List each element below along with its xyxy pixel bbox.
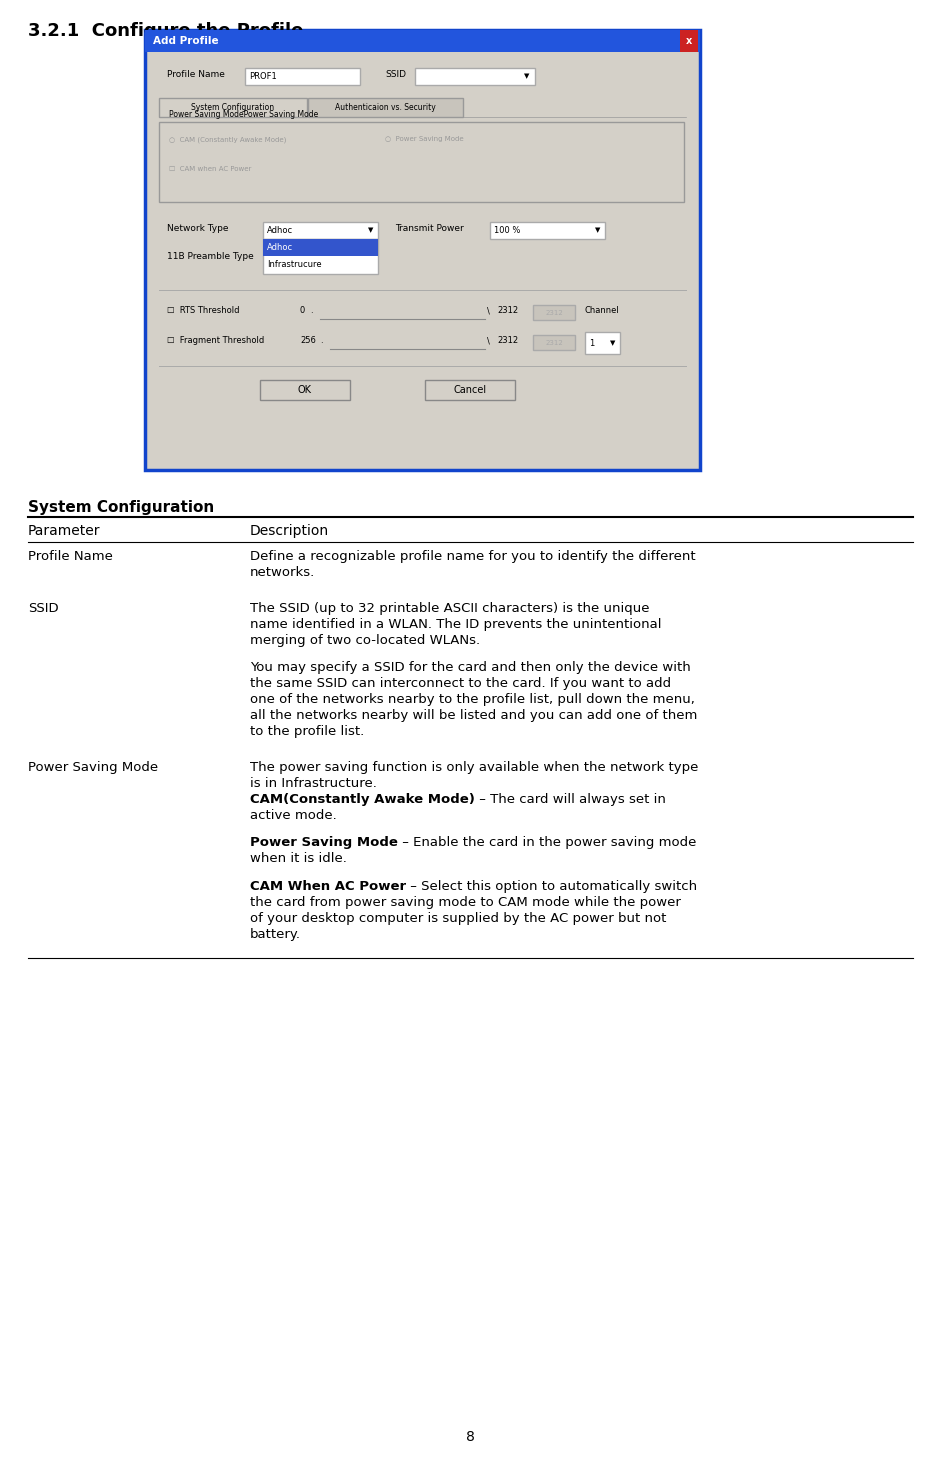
Text: Cancel: Cancel [454,385,486,395]
Text: 100 %: 100 % [494,226,520,234]
Text: 3.2.1  Configure the Profile: 3.2.1 Configure the Profile [28,22,303,40]
Text: battery.: battery. [250,927,301,940]
FancyBboxPatch shape [533,305,575,320]
Text: Description: Description [250,523,329,538]
Text: ·: · [320,339,323,348]
FancyBboxPatch shape [263,223,378,239]
FancyBboxPatch shape [263,239,378,274]
Text: Authenticaion vs. Security: Authenticaion vs. Security [335,103,436,112]
Text: 2312: 2312 [497,307,518,315]
FancyBboxPatch shape [680,29,698,52]
Text: OK: OK [298,385,312,395]
Text: ▼: ▼ [368,227,374,233]
Text: Add Profile: Add Profile [153,35,218,46]
Text: 11B Preamble Type: 11B Preamble Type [167,252,254,261]
Text: Channel: Channel [585,307,620,315]
Text: CAM When AC Power: CAM When AC Power [250,880,407,893]
Text: active mode.: active mode. [250,809,337,822]
Text: networks.: networks. [250,566,315,579]
Text: ▼: ▼ [596,227,600,233]
FancyBboxPatch shape [415,68,535,85]
Text: 2312: 2312 [497,336,518,345]
Text: Profile Name: Profile Name [28,550,113,563]
Text: SSID: SSID [28,601,58,615]
Text: 8: 8 [466,1430,475,1445]
Text: – Enable the card in the power saving mode: – Enable the card in the power saving mo… [398,836,696,849]
Text: ○  CAM (Constantly Awake Mode): ○ CAM (Constantly Awake Mode) [169,136,286,143]
Text: is in Infrastructure.: is in Infrastructure. [250,777,377,790]
Text: Profile Name: Profile Name [167,69,225,80]
Text: PROF1: PROF1 [249,72,277,81]
Text: Transmit Power: Transmit Power [395,224,464,233]
Text: Adhoc: Adhoc [267,243,294,252]
Text: System Configuration: System Configuration [28,500,215,514]
Text: 0: 0 [300,307,305,315]
Text: The SSID (up to 32 printable ASCII characters) is the unique: The SSID (up to 32 printable ASCII chara… [250,601,649,615]
Text: – The card will always set in: – The card will always set in [475,793,665,806]
FancyBboxPatch shape [263,239,378,256]
Text: Define a recognizable profile name for you to identify the different: Define a recognizable profile name for y… [250,550,695,563]
Text: 2312: 2312 [545,340,563,346]
Text: one of the networks nearby to the profile list, pull down the menu,: one of the networks nearby to the profil… [250,693,694,706]
Text: x: x [686,35,693,46]
Text: Power Saving Mode: Power Saving Mode [28,761,158,774]
Text: the card from power saving mode to CAM mode while the power: the card from power saving mode to CAM m… [250,896,681,908]
Text: You may specify a SSID for the card and then only the device with: You may specify a SSID for the card and … [250,662,691,674]
Text: merging of two co-located WLANs.: merging of two co-located WLANs. [250,634,480,647]
FancyBboxPatch shape [145,29,700,470]
Text: \: \ [487,307,490,315]
Text: \: \ [487,336,490,345]
Text: SSID: SSID [385,69,406,80]
Text: ·: · [310,310,312,318]
Text: Adhoc: Adhoc [267,226,294,234]
Text: Parameter: Parameter [28,523,101,538]
Text: Power Saving Mode: Power Saving Mode [250,836,398,849]
FancyBboxPatch shape [585,332,620,354]
Text: ○  Power Saving Mode: ○ Power Saving Mode [385,136,464,142]
Text: ☐  Fragment Threshold: ☐ Fragment Threshold [167,336,264,345]
Text: the same SSID can interconnect to the card. If you want to add: the same SSID can interconnect to the ca… [250,677,671,690]
FancyBboxPatch shape [145,29,700,52]
FancyBboxPatch shape [159,122,684,202]
FancyBboxPatch shape [245,68,360,85]
FancyBboxPatch shape [260,380,350,399]
FancyBboxPatch shape [490,223,605,239]
Text: 2312: 2312 [545,310,563,315]
Text: to the profile list.: to the profile list. [250,725,364,738]
Text: 256: 256 [300,336,316,345]
Text: CAM(Constantly Awake Mode): CAM(Constantly Awake Mode) [250,793,475,806]
Text: ▼: ▼ [524,74,530,80]
Text: Power Saving ModePower Saving Mode: Power Saving ModePower Saving Mode [169,111,318,119]
Text: ▼: ▼ [611,340,615,346]
Text: Network Type: Network Type [167,224,229,233]
Text: – Select this option to automatically switch: – Select this option to automatically sw… [407,880,697,893]
Text: 1: 1 [589,339,595,348]
Text: ☐  CAM when AC Power: ☐ CAM when AC Power [169,167,251,172]
FancyBboxPatch shape [425,380,515,399]
Text: name identified in a WLAN. The ID prevents the unintentional: name identified in a WLAN. The ID preven… [250,618,662,631]
Text: all the networks nearby will be listed and you can add one of them: all the networks nearby will be listed a… [250,709,697,722]
FancyBboxPatch shape [159,97,307,116]
Text: The power saving function is only available when the network type: The power saving function is only availa… [250,761,698,774]
Text: of your desktop computer is supplied by the AC power but not: of your desktop computer is supplied by … [250,911,666,924]
Text: System Configuration: System Configuration [191,103,275,112]
FancyBboxPatch shape [533,335,575,349]
Text: when it is idle.: when it is idle. [250,852,347,865]
Text: ☐  RTS Threshold: ☐ RTS Threshold [167,307,240,315]
FancyBboxPatch shape [308,97,463,116]
Text: Infrastrucure: Infrastrucure [267,259,322,268]
